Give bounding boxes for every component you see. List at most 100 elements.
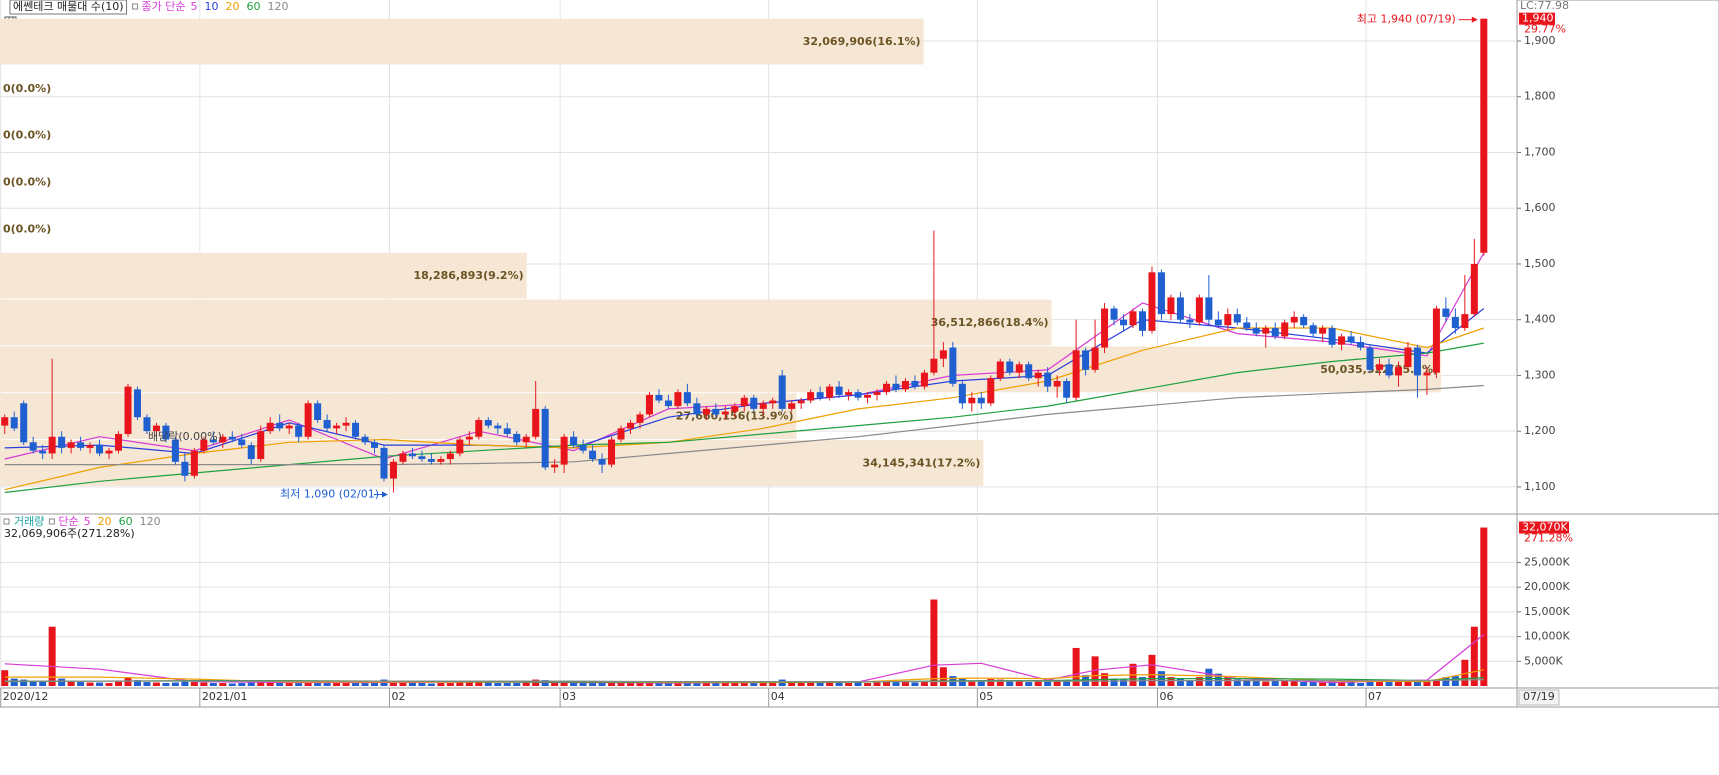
volume-bar (1423, 681, 1431, 686)
x-tick-label: 02 (391, 690, 405, 703)
volume-bar (219, 683, 227, 686)
last-value-box (1519, 12, 1555, 25)
legend-icon (3, 518, 10, 525)
candle-body (152, 425, 160, 432)
volume-bar (361, 683, 369, 686)
volume-bar (247, 682, 255, 686)
volume-bar (1006, 681, 1014, 686)
candle-body (1138, 311, 1146, 331)
last-value-box (1519, 521, 1569, 534)
volume-bar (636, 682, 644, 686)
lc-label: LC:77.98 (1520, 0, 1569, 12)
candle-body (484, 420, 492, 426)
volume-bar (1063, 680, 1071, 686)
volume-bar (522, 682, 530, 686)
volume-bar (920, 681, 928, 686)
y-tick-label: 1,500 (1524, 257, 1556, 270)
volume-bar (939, 667, 947, 686)
volume-bar (968, 681, 976, 686)
candle-body (996, 361, 1004, 379)
candle-body (769, 400, 777, 404)
candle-body (1385, 364, 1393, 376)
candle-body (1176, 297, 1184, 320)
candle-body (219, 436, 227, 443)
candle-body (1470, 263, 1478, 315)
candle-body (1101, 308, 1109, 348)
candle-body (987, 378, 995, 404)
candle-body (1091, 347, 1099, 370)
volume-bar (1404, 681, 1412, 686)
candle-body (1120, 319, 1128, 326)
candle-body (816, 392, 824, 398)
candle-body (1290, 316, 1298, 323)
volume-bar (1385, 682, 1393, 686)
candle-body (115, 433, 123, 451)
volume-profile-label: 0(0.0%) (3, 222, 51, 235)
candle-body (892, 383, 900, 390)
candle-body (1129, 311, 1137, 326)
candle-body (352, 422, 360, 437)
candle-body (494, 425, 502, 429)
candle-body (968, 397, 976, 404)
change-label: 29.77% (1524, 23, 1566, 36)
candle-body (712, 408, 720, 415)
dividend-annotation: 배당락(0.00%) (148, 430, 222, 443)
volume-bar (1461, 659, 1469, 686)
x-end-box (1518, 689, 1560, 706)
volume-bar (664, 683, 672, 686)
volume-bar (58, 678, 66, 686)
volume-bar (304, 681, 312, 686)
volume-bar (333, 683, 341, 686)
candle-body (295, 425, 303, 437)
volume-profile-label: 32,069,906(16.1%) (803, 35, 921, 48)
y-tick-label: 1,300 (1524, 368, 1556, 381)
candle-body (930, 358, 938, 373)
volume-bar (740, 682, 748, 686)
volume-bar (1366, 681, 1374, 686)
volume-bar (1338, 682, 1346, 686)
volume-bar (882, 681, 890, 686)
volume-bar (873, 682, 881, 686)
y-tick-label: 1,700 (1524, 145, 1556, 158)
volume-bar (389, 680, 397, 686)
candle-body (96, 445, 104, 454)
volume-bar (541, 680, 549, 686)
candle-body (864, 394, 872, 398)
candle-body (1328, 328, 1336, 345)
candle-body (693, 403, 701, 415)
volume-bar (560, 681, 568, 686)
candle-body (67, 442, 75, 448)
candle-body (778, 375, 786, 409)
high-annotation: 최고 1,940 (07/19) (1357, 13, 1456, 26)
candle-body (86, 445, 94, 448)
candle-body (143, 417, 151, 432)
volume-bar (1120, 679, 1128, 686)
volume-bar (617, 682, 625, 686)
candle-body (1442, 308, 1450, 317)
candle-body (750, 397, 758, 409)
legend-prefix: 종가 단순 (142, 0, 186, 13)
volume-bar (200, 682, 208, 686)
volume-bar (162, 683, 170, 686)
candle-body (124, 386, 132, 434)
candle-body (1006, 361, 1014, 373)
volume-bar (20, 679, 28, 686)
volume-bar (731, 682, 739, 686)
volume-bar (1442, 677, 1450, 686)
volume-profile-bar (0, 299, 1052, 346)
candle-body (105, 450, 113, 454)
y-tick-label: 1,200 (1524, 424, 1556, 437)
volume-bar (1176, 678, 1184, 686)
candle-body (835, 386, 843, 395)
volume-bar (930, 599, 938, 686)
last-value-label: 32,070K (1522, 521, 1568, 534)
candle-body (721, 411, 729, 415)
volume-bar (1470, 626, 1478, 686)
volume-bar (1167, 677, 1175, 686)
volume-bar (342, 683, 350, 686)
volume-bar (977, 681, 985, 686)
y-tick-label: 1,800 (1524, 90, 1556, 103)
moving-average-line (4, 384, 1484, 466)
candle-body (1167, 297, 1175, 315)
volume-bar (1262, 681, 1270, 686)
